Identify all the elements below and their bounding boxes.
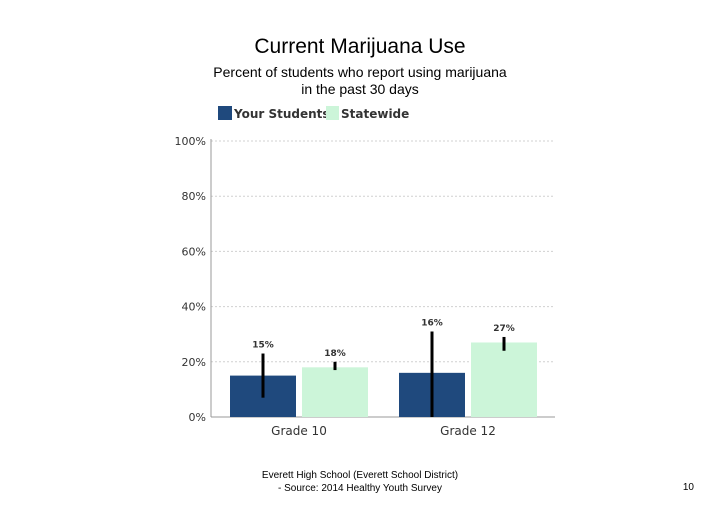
bar-statewide [471,342,537,417]
y-tick-label: 100% [175,135,206,148]
page-number: 10 [682,482,694,493]
data-label-your-students: 16% [421,318,443,328]
x-tick-label: Grade 12 [440,424,496,438]
legend-swatch-your-students [218,106,232,120]
subtitle-line-1: Percent of students who report using mar… [213,64,507,80]
chart-subtitle: Percent of students who report using mar… [160,64,560,98]
legend-label-your-students: Your Students [233,107,330,121]
legend-label-statewide: Statewide [341,107,409,121]
y-tick-label: 20% [182,356,206,369]
subtitle-line-2: in the past 30 days [301,81,419,97]
source-line-2: - Source: 2014 Healthy Youth Survey [278,483,442,494]
chart-title: Current Marijuana Use [254,35,466,58]
data-label-your-students: 15% [252,341,274,351]
data-label-statewide: 18% [324,349,346,359]
y-tick-label: 60% [182,245,206,258]
y-tick-label: 80% [182,190,206,203]
bar-statewide [302,367,368,417]
data-label-statewide: 27% [493,324,515,334]
y-tick-label: 0% [189,411,206,424]
source-note: Everett High School (Everett School Dist… [180,469,540,495]
y-tick-label: 40% [182,301,206,314]
x-tick-label: Grade 10 [271,424,327,438]
legend-swatch-statewide [326,106,339,120]
source-line-1: Everett High School (Everett School Dist… [261,470,459,481]
